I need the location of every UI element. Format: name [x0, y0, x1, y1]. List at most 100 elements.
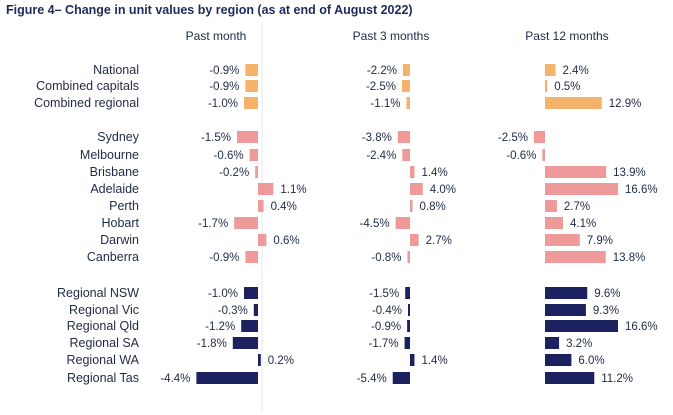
value-label-past-3-months-perth: 0.8% [420, 201, 446, 213]
value-label-past-3-months-sydney: -3.8% [362, 132, 392, 144]
bar-past-month-national [245, 64, 258, 76]
bar-past-12-months-regional-sa [545, 337, 560, 349]
region-label-national: National [93, 63, 139, 77]
bar-past-3-months-combined-capitals [402, 80, 410, 92]
region-label-brisbane: Brisbane [90, 165, 139, 179]
bar-past-3-months-perth [410, 200, 413, 212]
value-label-past-month-sydney: -1.5% [201, 132, 231, 144]
bar-past-month-melbourne [249, 149, 258, 161]
value-label-past-month-darwin: 0.6% [273, 235, 299, 247]
value-label-past-12-months-sydney: -2.5% [498, 132, 528, 144]
bar-past-12-months-hobart [545, 217, 564, 229]
value-label-past-3-months-adelaide: 4.0% [430, 184, 456, 196]
region-label-adelaide: Adelaide [90, 182, 139, 196]
region-label-regional-sa: Regional SA [70, 336, 140, 350]
bar-past-3-months-regional-vic [408, 304, 410, 316]
value-label-past-12-months-national: 2.4% [563, 65, 589, 77]
bar-past-3-months-combined-regional [406, 97, 410, 109]
value-label-past-3-months-hobart: -4.5% [360, 218, 390, 230]
bar-past-month-hobart [234, 217, 258, 229]
bar-past-month-adelaide [258, 183, 274, 195]
value-label-past-month-hobart: -1.7% [198, 218, 228, 230]
value-label-past-3-months-combined-capitals: -2.5% [366, 81, 396, 93]
bar-past-month-canberra [245, 251, 258, 263]
bar-past-month-sydney [237, 131, 258, 143]
value-label-past-12-months-perth: 2.7% [564, 201, 590, 213]
region-label-darwin: Darwin [100, 233, 139, 247]
bar-past-month-regional-wa [258, 354, 261, 366]
bar-past-12-months-darwin [545, 234, 580, 246]
region-label-regional-wa: Regional WA [67, 353, 140, 367]
bar-past-12-months-brisbane [545, 166, 607, 178]
value-label-past-month-regional-qld: -1.2% [205, 321, 235, 333]
value-label-past-3-months-combined-regional: -1.1% [370, 98, 400, 110]
value-label-past-12-months-adelaide: 16.6% [625, 184, 658, 196]
value-label-past-month-regional-wa: 0.2% [268, 355, 294, 367]
panel-header-past-month: Past month [186, 29, 247, 43]
bar-past-3-months-regional-qld [407, 320, 410, 332]
bar-past-12-months-combined-regional [545, 97, 602, 109]
value-label-past-12-months-melbourne: -0.6% [506, 150, 536, 162]
value-label-past-12-months-regional-nsw: 9.6% [594, 288, 620, 300]
value-label-past-month-national: -0.9% [209, 65, 239, 77]
value-label-past-12-months-combined-regional: 12.9% [609, 98, 642, 110]
value-label-past-month-regional-nsw: -1.0% [208, 288, 238, 300]
value-label-past-month-perth: 0.4% [271, 201, 297, 213]
value-label-past-3-months-brisbane: 1.4% [421, 167, 447, 179]
value-label-past-month-regional-sa: -1.8% [197, 338, 227, 350]
region-label-regional-nsw: Regional NSW [57, 286, 139, 300]
value-label-past-12-months-regional-sa: 3.2% [566, 338, 592, 350]
value-label-past-month-combined-capitals: -0.9% [209, 81, 239, 93]
bar-past-month-darwin [258, 234, 267, 246]
bar-past-month-brisbane [255, 166, 258, 178]
bar-past-month-regional-tas [196, 372, 258, 384]
value-label-past-3-months-regional-tas: -5.4% [357, 373, 387, 385]
bar-past-12-months-perth [545, 200, 557, 212]
bar-past-12-months-regional-qld [545, 320, 619, 332]
value-label-past-12-months-combined-capitals: 0.5% [554, 81, 580, 93]
region-label-perth: Perth [109, 199, 139, 213]
value-label-past-12-months-regional-tas: 11.2% [601, 373, 633, 385]
value-label-past-3-months-regional-vic: -0.4% [372, 305, 402, 317]
value-label-past-12-months-regional-vic: 9.3% [593, 305, 619, 317]
bar-past-3-months-brisbane [410, 166, 415, 178]
value-label-past-month-regional-tas: -4.4% [160, 373, 190, 385]
region-label-sydney: Sydney [97, 130, 139, 144]
bar-past-month-regional-sa [232, 337, 258, 349]
value-label-past-month-canberra: -0.9% [209, 252, 239, 264]
region-label-canberra: Canberra [87, 250, 139, 264]
bar-past-12-months-adelaide [545, 183, 619, 195]
bar-past-month-regional-qld [241, 320, 258, 332]
bar-past-12-months-regional-nsw [545, 287, 588, 299]
bar-past-12-months-national [545, 64, 556, 76]
bar-past-3-months-regional-nsw [405, 287, 410, 299]
bar-past-12-months-melbourne [542, 149, 545, 161]
bar-past-month-regional-vic [253, 304, 258, 316]
bar-past-3-months-melbourne [402, 149, 410, 161]
bar-past-month-combined-capitals [245, 80, 258, 92]
value-label-past-3-months-regional-wa: 1.4% [421, 355, 447, 367]
value-label-past-12-months-darwin: 7.9% [587, 235, 613, 247]
value-label-past-3-months-melbourne: -2.4% [366, 150, 396, 162]
bar-past-3-months-canberra [407, 251, 410, 263]
value-label-past-month-combined-regional: -1.0% [208, 98, 238, 110]
value-label-past-month-brisbane: -0.2% [219, 167, 249, 179]
value-label-past-3-months-regional-sa: -1.7% [369, 338, 399, 350]
region-label-regional-qld: Regional Qld [67, 319, 139, 333]
value-label-past-month-adelaide: 1.1% [280, 184, 306, 196]
chart-title: Figure 4– Change in unit values by regio… [6, 3, 413, 17]
bar-past-12-months-combined-capitals [545, 80, 548, 92]
bar-past-3-months-regional-tas [392, 372, 410, 384]
bar-past-12-months-regional-tas [545, 372, 595, 384]
value-label-past-12-months-canberra: 13.8% [613, 252, 646, 264]
value-label-past-12-months-hobart: 4.1% [570, 218, 596, 230]
region-label-regional-tas: Regional Tas [67, 371, 139, 385]
value-label-past-12-months-regional-wa: 6.0% [578, 355, 604, 367]
bar-past-3-months-sydney [397, 131, 410, 143]
value-label-past-3-months-canberra: -0.8% [371, 252, 401, 264]
region-label-melbourne: Melbourne [80, 148, 139, 162]
panel-header-past-3-months: Past 3 months [353, 29, 430, 43]
value-label-past-3-months-regional-qld: -0.9% [371, 321, 401, 333]
bar-past-3-months-darwin [410, 234, 419, 246]
